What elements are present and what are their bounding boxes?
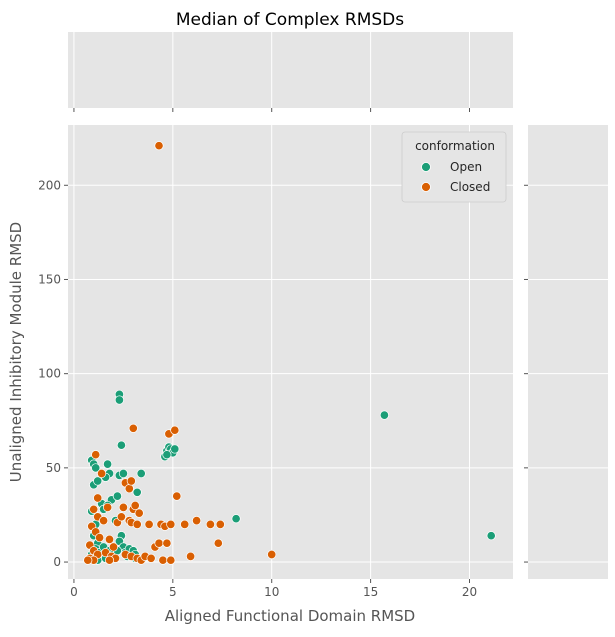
chart-title: Median of Complex RMSDs	[176, 10, 404, 30]
point-open	[379, 410, 389, 420]
point-open	[486, 531, 496, 541]
y-axis-label: Unaligned Inhibitory Module RMSD	[7, 222, 25, 482]
point-closed	[132, 519, 142, 529]
point-closed	[104, 534, 115, 544]
point-closed	[180, 519, 190, 529]
point-closed	[124, 484, 134, 494]
point-closed	[154, 141, 164, 151]
scatter-points	[83, 141, 496, 565]
point-closed	[118, 502, 128, 512]
x-tick-label: 15	[363, 585, 378, 599]
point-open	[170, 444, 180, 454]
legend-marker-closed	[421, 182, 431, 192]
point-open	[93, 476, 103, 486]
point-closed	[95, 533, 105, 543]
right-marginal-y-ticks	[524, 184, 528, 563]
top-marginal-grid	[73, 32, 470, 112]
point-closed	[128, 423, 138, 433]
point-open	[118, 468, 128, 479]
point-closed	[192, 516, 202, 526]
point-open	[91, 463, 101, 473]
point-closed	[186, 551, 196, 561]
point-closed	[205, 519, 215, 529]
point-closed	[213, 538, 223, 548]
legend: conformation Open Closed	[401, 131, 507, 203]
point-open	[231, 514, 241, 524]
point-closed	[166, 555, 176, 565]
point-closed	[91, 450, 101, 460]
plot-grid	[68, 125, 513, 579]
point-closed	[146, 553, 156, 563]
point-open	[112, 491, 122, 501]
point-closed	[83, 555, 93, 565]
x-tick-label: 10	[264, 585, 279, 599]
right-marginal-grid	[528, 184, 608, 563]
point-closed	[134, 508, 144, 518]
point-closed	[162, 538, 172, 548]
point-closed	[172, 491, 182, 501]
point-closed	[166, 519, 176, 529]
x-axis-ticks: 0 5 10 15 20	[70, 579, 477, 599]
point-closed	[89, 504, 99, 514]
x-tick-label: 5	[169, 585, 177, 599]
point-open	[116, 440, 126, 450]
legend-label-closed: Closed	[450, 180, 490, 194]
x-tick-label: 0	[70, 585, 78, 599]
point-closed	[103, 502, 113, 512]
point-open	[114, 395, 124, 405]
point-closed	[104, 555, 115, 565]
top-marginal-panel	[68, 32, 513, 108]
point-closed	[154, 538, 164, 548]
point-closed	[267, 549, 277, 560]
legend-title: conformation	[415, 139, 495, 153]
y-tick-label: 50	[46, 461, 61, 475]
point-open	[103, 459, 113, 469]
point-closed	[158, 555, 168, 565]
y-tick-label: 150	[38, 272, 61, 286]
point-closed	[126, 476, 136, 486]
point-closed	[130, 500, 140, 511]
y-tick-label: 200	[38, 178, 61, 192]
point-closed	[215, 519, 225, 529]
point-closed	[116, 512, 126, 522]
x-axis-label: Aligned Functional Domain RMSD	[165, 607, 415, 625]
right-marginal-panel	[528, 125, 608, 579]
point-closed	[170, 425, 180, 435]
point-open	[132, 487, 142, 497]
y-axis-ticks: 0 50 100 150 200	[38, 178, 68, 569]
x-tick-label: 20	[462, 585, 477, 599]
point-open	[162, 450, 172, 460]
y-tick-label: 0	[53, 555, 61, 569]
point-closed	[144, 519, 154, 529]
point-closed	[97, 468, 107, 479]
point-closed	[93, 493, 103, 503]
point-closed	[99, 516, 109, 526]
series-closed	[83, 141, 277, 565]
y-tick-label: 100	[38, 367, 61, 381]
point-open	[136, 468, 146, 479]
legend-marker-open	[421, 162, 431, 172]
point-closed	[108, 542, 119, 552]
legend-label-open: Open	[450, 160, 482, 174]
